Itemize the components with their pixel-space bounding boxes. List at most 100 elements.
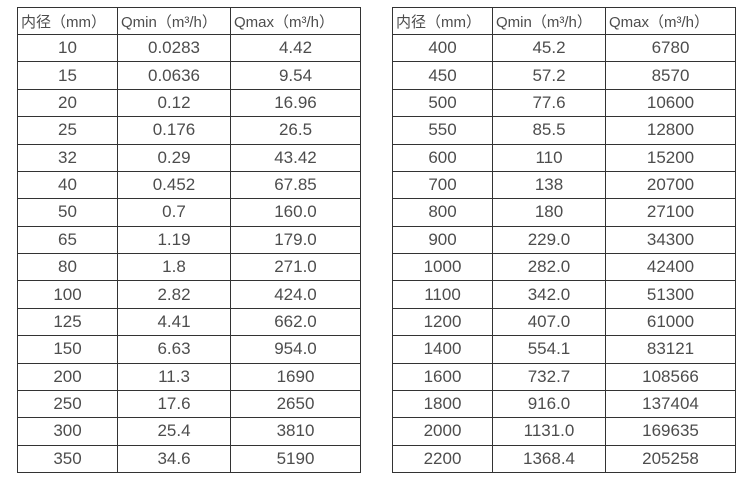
table-row: 2200 1368.4 205258 [392, 444, 736, 474]
table-cell-qmax: 3810 [230, 417, 361, 446]
table-cell-qmin: 4.41 [117, 307, 231, 337]
table-header-row: 内径（mm） Qmin（m³/h） Qmax（m³/h） [392, 7, 736, 35]
table-cell-diameter: 1000 [392, 252, 493, 282]
table-cell-qmax: 662.0 [230, 307, 361, 337]
table-cell-diameter: 1800 [392, 389, 493, 419]
table-cell-qmax: 42400 [605, 252, 736, 282]
table-cell-qmax: 4.42 [230, 33, 361, 63]
table-cell-qmax: 5190 [230, 444, 361, 474]
table-row: 125 4.41 662.0 [17, 307, 361, 337]
table-cell-qmin: 407.0 [492, 307, 606, 337]
table-cell-diameter: 200 [17, 362, 118, 391]
table-row: 500 77.6 10600 [392, 88, 736, 118]
table-cell-diameter: 450 [392, 61, 493, 90]
table-row: 250 17.6 2650 [17, 389, 361, 419]
table-cell-diameter: 600 [392, 143, 493, 172]
table-cell-diameter: 2000 [392, 417, 493, 446]
table-cell-qmax: 34300 [605, 225, 736, 255]
table-cell-qmax: 16.96 [230, 88, 361, 118]
table-cell-diameter: 900 [392, 225, 493, 255]
table-cell-qmax: 67.85 [230, 170, 361, 200]
table-cell-qmin: 342.0 [492, 280, 606, 309]
table-cell-qmin: 138 [492, 170, 606, 200]
table-cell-qmin: 916.0 [492, 389, 606, 419]
table-cell-qmin: 554.1 [492, 335, 606, 364]
table-row: 1000 282.0 42400 [392, 252, 736, 282]
table-row: 40 0.452 67.85 [17, 170, 361, 200]
table-cell-qmin: 57.2 [492, 61, 606, 90]
table-row: 300 25.4 3810 [17, 417, 361, 446]
table-cell-diameter: 800 [392, 198, 493, 227]
table-cell-qmax: 179.0 [230, 225, 361, 255]
table-row: 32 0.29 43.42 [17, 143, 361, 172]
table-cell-diameter: 1100 [392, 280, 493, 309]
table-cell-diameter: 2200 [392, 444, 493, 474]
table-cell-qmin: 11.3 [117, 362, 231, 391]
column-header-qmax: Qmax（m³/h） [605, 7, 736, 35]
table-row: 内径（mm） Qmin（m³/h） Qmax（m³/h） [17, 7, 361, 35]
table-row: 1800 916.0 137404 [392, 389, 736, 419]
table-row: 700 138 20700 [392, 170, 736, 200]
table-row: 900 229.0 34300 [392, 225, 736, 255]
table-row: 600 110 15200 [392, 143, 736, 172]
table-row: 50 0.7 160.0 [17, 198, 361, 227]
table-cell-qmax: 424.0 [230, 280, 361, 309]
table-cell-diameter: 25 [17, 116, 118, 145]
table-cell-diameter: 300 [17, 417, 118, 446]
table-cell-qmin: 1.19 [117, 225, 231, 255]
table-cell-qmin: 1131.0 [492, 417, 606, 446]
column-header-qmin: Qmin（m³/h） [117, 7, 231, 35]
table-cell-qmax: 26.5 [230, 116, 361, 145]
table-body: 10 0.0283 4.42 15 0.0636 9.54 20 0.12 16.96 25 0.1… [17, 33, 361, 474]
table-cell-qmax: 27100 [605, 198, 736, 227]
table-cell-qmax: 954.0 [230, 335, 361, 364]
table-cell-qmax: 6780 [605, 33, 736, 63]
table-cell-qmin: 110 [492, 143, 606, 172]
table-cell-qmin: 17.6 [117, 389, 231, 419]
table-cell-qmin: 0.452 [117, 170, 231, 200]
column-header-diameter: 内径（mm） [392, 7, 493, 35]
flow-spec-table-large-diameter: 内径（mm） Qmin（m³/h） Qmax（m³/h） 400 45.2 6780 45… [392, 7, 736, 474]
table-cell-qmax: 15200 [605, 143, 736, 172]
table-cell-diameter: 50 [17, 198, 118, 227]
table-cell-qmin: 0.176 [117, 116, 231, 145]
table-cell-qmax: 20700 [605, 170, 736, 200]
table-row: 200 11.3 1690 [17, 362, 361, 391]
table-cell-qmin: 229.0 [492, 225, 606, 255]
table-cell-qmax: 8570 [605, 61, 736, 90]
table-cell-qmin: 0.0283 [117, 33, 231, 63]
table-row: 10 0.0283 4.42 [17, 33, 361, 63]
table-cell-diameter: 150 [17, 335, 118, 364]
table-row: 2000 1131.0 169635 [392, 417, 736, 446]
table-cell-qmax: 271.0 [230, 252, 361, 282]
table-header-row: 内径（mm） Qmin（m³/h） Qmax（m³/h） [17, 7, 361, 35]
table-cell-diameter: 65 [17, 225, 118, 255]
table-cell-qmax: 10600 [605, 88, 736, 118]
table-cell-qmax: 205258 [605, 444, 736, 474]
table-cell-qmax: 61000 [605, 307, 736, 337]
table-cell-diameter: 100 [17, 280, 118, 309]
table-row: 25 0.176 26.5 [17, 116, 361, 145]
table-body: 400 45.2 6780 450 57.2 8570 500 77.6 10600 550 85.… [392, 33, 736, 474]
table-row: 内径（mm） Qmin（m³/h） Qmax（m³/h） [392, 7, 736, 35]
table-row: 1400 554.1 83121 [392, 335, 736, 364]
table-row: 800 180 27100 [392, 198, 736, 227]
table-row: 20 0.12 16.96 [17, 88, 361, 118]
table-cell-diameter: 350 [17, 444, 118, 474]
table-cell-qmin: 2.82 [117, 280, 231, 309]
table-cell-diameter: 550 [392, 116, 493, 145]
table-cell-diameter: 125 [17, 307, 118, 337]
table-cell-qmax: 2650 [230, 389, 361, 419]
table-cell-qmin: 0.7 [117, 198, 231, 227]
table-row: 65 1.19 179.0 [17, 225, 361, 255]
table-cell-qmin: 180 [492, 198, 606, 227]
table-cell-qmax: 169635 [605, 417, 736, 446]
table-cell-qmin: 282.0 [492, 252, 606, 282]
table-cell-qmin: 1368.4 [492, 444, 606, 474]
table-cell-qmax: 9.54 [230, 61, 361, 90]
column-header-diameter: 内径（mm） [17, 7, 118, 35]
table-cell-qmax: 12800 [605, 116, 736, 145]
table-cell-qmin: 0.12 [117, 88, 231, 118]
table-cell-qmin: 25.4 [117, 417, 231, 446]
